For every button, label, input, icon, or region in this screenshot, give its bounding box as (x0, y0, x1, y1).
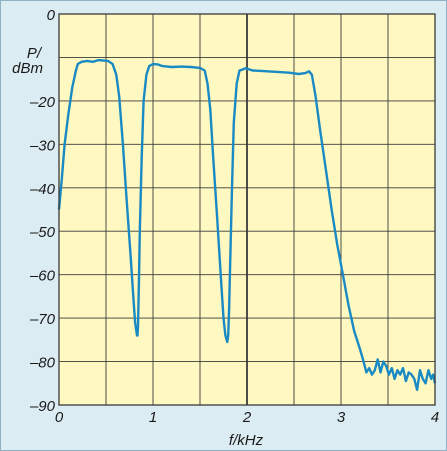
series-line (57, 58, 437, 391)
y-tick-label: –30 (29, 137, 56, 154)
x-axis-label: f/kHz (229, 432, 264, 449)
y-tick-label: –50 (29, 224, 56, 241)
y-tick-label: 0 (47, 7, 56, 24)
x-tick-label: 3 (337, 409, 346, 426)
x-tick-label: 1 (149, 409, 157, 426)
y-tick-label: –90 (29, 398, 56, 415)
x-tick-labels: 0 1 2 3 4 (55, 409, 439, 426)
y-tick-label: –40 (29, 181, 56, 198)
y-tick-label: –60 (29, 268, 56, 285)
plot-border (58, 13, 436, 406)
x-tick-label: 0 (55, 409, 64, 426)
y-axis-label-line1: P/ (27, 45, 43, 62)
y-tick-label: –70 (29, 311, 56, 328)
x-tick-label: 4 (431, 409, 439, 426)
y-tick-labels: 0 –20 –30 –40 –50 –60 –70 –80 –90 (29, 7, 56, 415)
x-tick-label: 2 (242, 409, 252, 426)
y-tick-label: –20 (29, 94, 56, 111)
y-tick-label: –80 (29, 355, 56, 372)
grid (59, 14, 435, 405)
y-axis-label-line2: dBm (12, 60, 43, 77)
